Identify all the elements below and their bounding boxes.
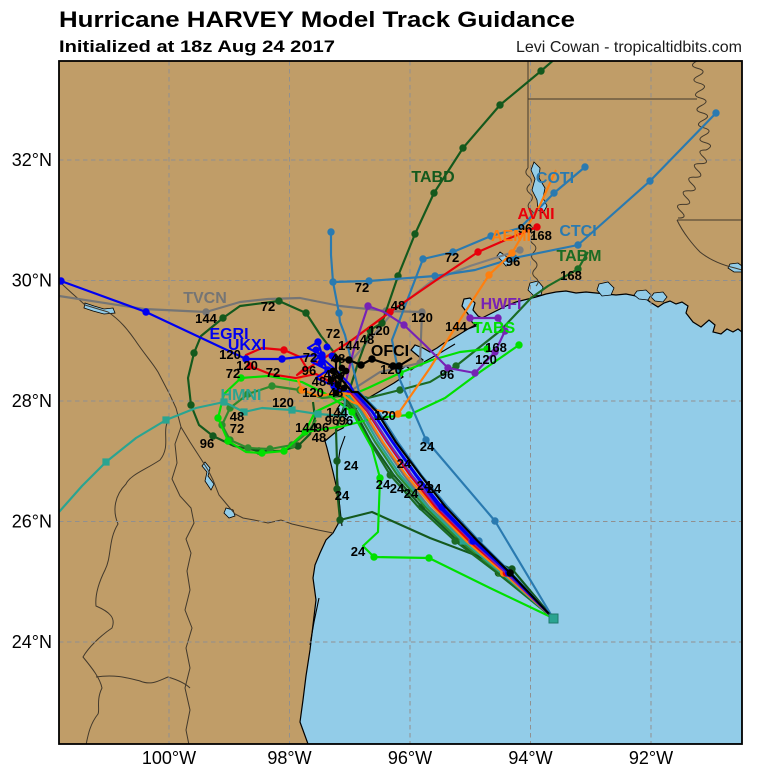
svg-text:AEMI: AEMI: [491, 228, 531, 245]
svg-text:24: 24: [351, 544, 366, 559]
svg-text:48: 48: [329, 385, 343, 400]
svg-text:168: 168: [530, 228, 552, 243]
svg-text:72: 72: [226, 366, 240, 381]
svg-text:120: 120: [236, 358, 258, 373]
svg-text:120: 120: [475, 352, 497, 367]
svg-text:24: 24: [344, 458, 359, 473]
svg-text:144: 144: [338, 338, 360, 353]
svg-text:96: 96: [315, 420, 329, 435]
svg-text:144: 144: [195, 311, 217, 326]
svg-text:120: 120: [272, 395, 294, 410]
svg-text:TABD: TABD: [411, 169, 454, 186]
svg-text:96: 96: [325, 413, 339, 428]
svg-text:TABM: TABM: [556, 248, 601, 265]
svg-text:96°W: 96°W: [388, 748, 432, 768]
svg-text:168: 168: [560, 268, 582, 283]
svg-text:32°N: 32°N: [12, 150, 52, 170]
svg-text:24: 24: [404, 486, 419, 501]
svg-text:72: 72: [445, 250, 459, 265]
svg-text:EGRI: EGRI: [209, 326, 248, 343]
svg-text:120: 120: [368, 323, 390, 338]
svg-text:144: 144: [445, 319, 467, 334]
svg-text:168: 168: [485, 340, 507, 355]
svg-text:30°N: 30°N: [12, 271, 52, 291]
svg-text:48: 48: [391, 298, 405, 313]
svg-text:120: 120: [380, 362, 402, 377]
svg-text:96: 96: [339, 413, 353, 428]
svg-text:144: 144: [326, 405, 348, 420]
svg-text:144: 144: [295, 420, 317, 435]
svg-text:AVNI: AVNI: [517, 206, 554, 223]
svg-text:24: 24: [420, 439, 435, 454]
svg-text:120: 120: [411, 310, 433, 325]
svg-text:48: 48: [327, 374, 341, 389]
svg-text:94°W: 94°W: [508, 748, 552, 768]
svg-text:Levi Cowan - tropicaltidbits.c: Levi Cowan - tropicaltidbits.com: [516, 39, 742, 56]
svg-text:120: 120: [374, 408, 396, 423]
svg-text:92°W: 92°W: [629, 748, 673, 768]
svg-text:72: 72: [303, 350, 317, 365]
svg-text:96: 96: [200, 436, 214, 451]
svg-text:OFCI: OFCI: [371, 343, 409, 360]
svg-text:HMNI: HMNI: [221, 387, 262, 404]
svg-text:72: 72: [326, 326, 340, 341]
svg-text:48: 48: [324, 367, 338, 382]
svg-text:24°N: 24°N: [12, 632, 52, 652]
svg-text:24: 24: [397, 456, 412, 471]
svg-text:Initialized at 18z Aug 24 2017: Initialized at 18z Aug 24 2017: [59, 37, 335, 56]
svg-text:96: 96: [506, 254, 520, 269]
svg-text:72: 72: [261, 299, 275, 314]
svg-text:Hurricane HARVEY Model Track G: Hurricane HARVEY Model Track Guidance: [59, 7, 575, 32]
svg-text:72: 72: [266, 365, 280, 380]
svg-text:24: 24: [335, 488, 350, 503]
svg-text:120: 120: [302, 385, 324, 400]
svg-text:72: 72: [355, 280, 369, 295]
svg-text:HWFI: HWFI: [481, 296, 522, 313]
svg-text:96: 96: [302, 363, 316, 378]
svg-text:72: 72: [230, 421, 244, 436]
svg-text:120: 120: [219, 347, 241, 362]
svg-text:24: 24: [390, 481, 405, 496]
svg-text:24: 24: [417, 478, 432, 493]
svg-text:96: 96: [440, 367, 454, 382]
svg-text:100°W: 100°W: [142, 748, 196, 768]
svg-text:CTCI: CTCI: [559, 223, 596, 240]
svg-text:26°N: 26°N: [12, 512, 52, 532]
svg-text:48: 48: [312, 374, 326, 389]
svg-text:48: 48: [331, 351, 345, 366]
svg-text:96: 96: [518, 221, 532, 236]
svg-text:48: 48: [230, 409, 244, 424]
svg-text:98°W: 98°W: [267, 748, 311, 768]
svg-text:28°N: 28°N: [12, 391, 52, 411]
svg-text:48: 48: [312, 430, 326, 445]
svg-text:48: 48: [360, 332, 374, 347]
svg-text:UKXI: UKXI: [228, 337, 266, 354]
svg-text:TVCN: TVCN: [183, 290, 227, 307]
svg-text:TABS: TABS: [473, 320, 516, 337]
svg-text:24: 24: [427, 481, 442, 496]
svg-text:COTI: COTI: [536, 170, 574, 187]
svg-text:24: 24: [376, 477, 391, 492]
